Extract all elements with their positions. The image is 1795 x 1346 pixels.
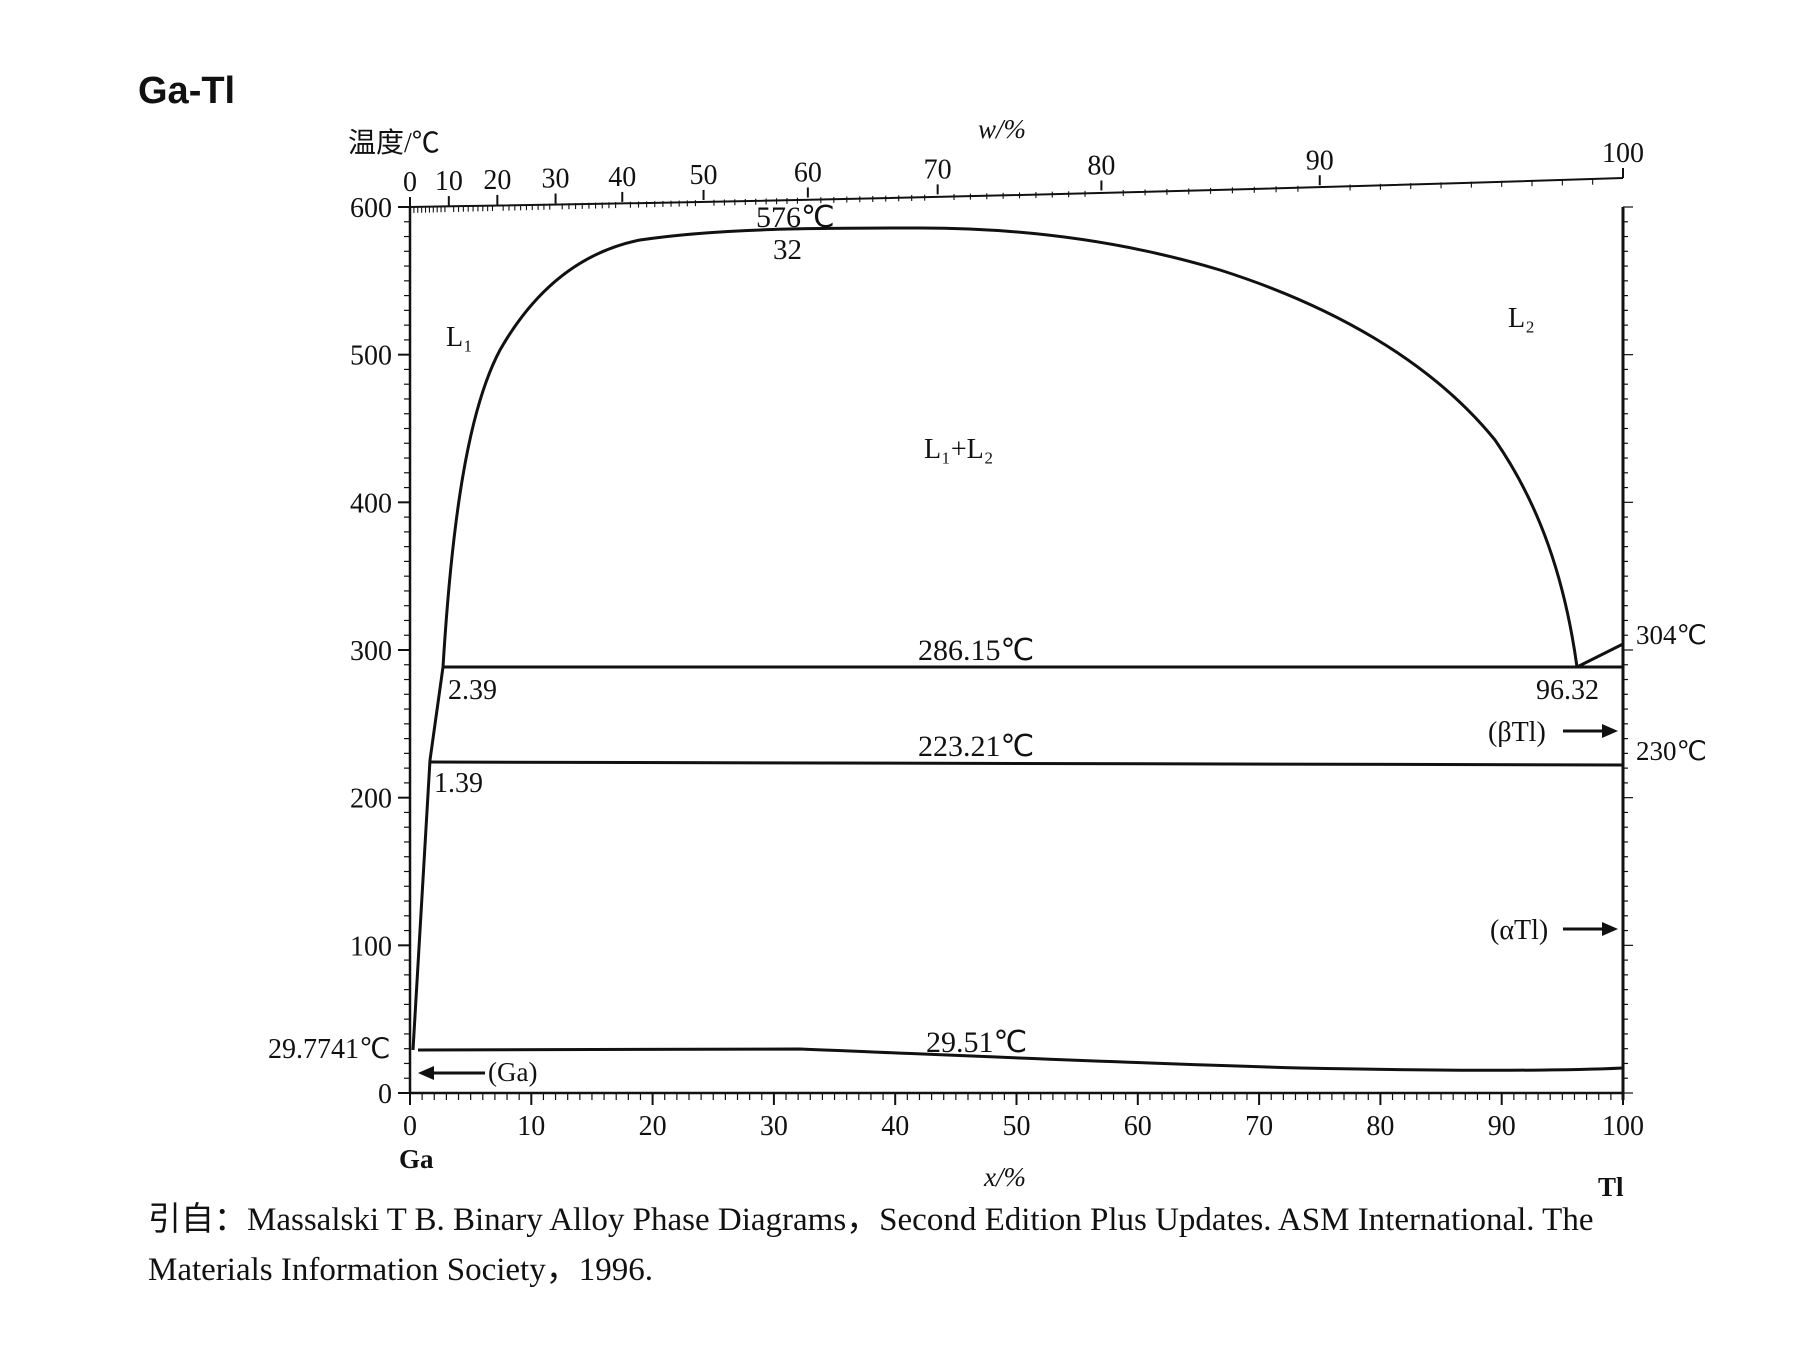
bottom-tick-label: 0 <box>403 1111 417 1142</box>
left-tick-label: 200 <box>350 784 392 815</box>
top-tick-label: 0 <box>403 167 417 198</box>
bottom-axis-label: x/% <box>983 1162 1026 1192</box>
top-tick-label: 40 <box>608 162 636 193</box>
bottom-tick-label: 90 <box>1488 1111 1516 1142</box>
top-tick-label: 30 <box>542 164 570 195</box>
caption-line-2: Materials Information Society，1996. <box>148 1252 653 1288</box>
top-tick-label: 60 <box>794 157 822 188</box>
eutectic-temperature-label: 29.51℃ <box>926 1026 1027 1059</box>
bottom-tick-label: 30 <box>760 1111 788 1142</box>
phase-alpha-tl-label: (αTl) <box>1490 915 1548 946</box>
tl-transformation-label: 230℃ <box>1636 736 1707 766</box>
region-l2-label: L₂ <box>1508 303 1535 334</box>
monotectic-temperature-label: 286.15℃ <box>918 634 1034 667</box>
tick-labels: 0 10 20 30 40 50 60 70 80 90 100010020030040050060… <box>350 138 1644 1142</box>
region-l1-l2-label: L₁+L₂ <box>924 434 994 465</box>
eutectoid-line <box>429 760 1624 767</box>
tick-marks <box>398 168 1633 1105</box>
diagram-title: Ga-Tl <box>138 70 236 112</box>
phase-ga-label: (Ga) <box>488 1057 537 1087</box>
ga-liquidus-line <box>411 666 445 1051</box>
critical-temperature-label: 576℃ <box>756 201 835 234</box>
bottom-tick-label: 70 <box>1245 1111 1273 1142</box>
y-axis-label: 温度/℃ <box>348 127 440 159</box>
top-tick-label: 10 <box>435 166 463 197</box>
tl-melting-label: 304℃ <box>1636 620 1707 650</box>
ga-melting-label: 29.7741℃ <box>268 1034 390 1065</box>
top-tick-label: 100 <box>1602 138 1644 169</box>
top-axis <box>409 177 1624 208</box>
ga-arrowhead <box>418 1066 434 1080</box>
left-tick-label: 300 <box>350 636 392 667</box>
eutectoid-temperature-label: 223.21℃ <box>918 730 1034 763</box>
left-tick-label: 100 <box>350 931 392 962</box>
alpha-arrowhead <box>1602 922 1618 936</box>
caption-line-1: 引自：Massalski T B. Binary Alloy Phase Dia… <box>148 1202 1594 1238</box>
bottom-tick-label: 20 <box>639 1111 667 1142</box>
bottom-tick-label: 100 <box>1602 1111 1644 1142</box>
top-tick-label: 50 <box>690 160 718 191</box>
left-tick-label: 400 <box>350 488 392 519</box>
eutectic-line <box>417 1047 1624 1072</box>
top-tick-label: 90 <box>1306 145 1334 176</box>
left-tick-label: 0 <box>378 1079 392 1110</box>
bottom-tick-label: 50 <box>1003 1111 1031 1142</box>
left-tick-label: 600 <box>350 193 392 224</box>
eutectoid-left-composition: 1.39 <box>434 768 483 799</box>
top-axis-label: w/% <box>978 114 1026 144</box>
beta-arrowhead <box>1602 724 1618 738</box>
miscibility-gap-curve <box>441 226 1579 668</box>
bottom-tick-label: 60 <box>1124 1111 1152 1142</box>
monotectic-right-composition: 96.32 <box>1536 675 1599 706</box>
left-tick-label: 500 <box>350 341 392 372</box>
element-ga-label: Ga <box>399 1144 434 1174</box>
top-tick-label: 70 <box>924 154 952 185</box>
source-caption: 引自：Massalski T B. Binary Alloy Phase Dia… <box>148 1195 1788 1295</box>
region-l1-label: L₁ <box>446 322 473 353</box>
monotectic-left-composition: 2.39 <box>448 675 497 706</box>
critical-composition-label: 32 <box>773 234 802 266</box>
phase-beta-tl-label: (βTl) <box>1488 717 1546 748</box>
bottom-tick-label: 80 <box>1366 1111 1394 1142</box>
top-tick-label: 80 <box>1087 150 1115 181</box>
bottom-tick-label: 10 <box>517 1111 545 1142</box>
element-tl-label: Tl <box>1598 1172 1624 1202</box>
top-tick-label: 20 <box>483 165 511 196</box>
bottom-tick-label: 40 <box>881 1111 909 1142</box>
tl-liquidus-line <box>1576 642 1624 669</box>
